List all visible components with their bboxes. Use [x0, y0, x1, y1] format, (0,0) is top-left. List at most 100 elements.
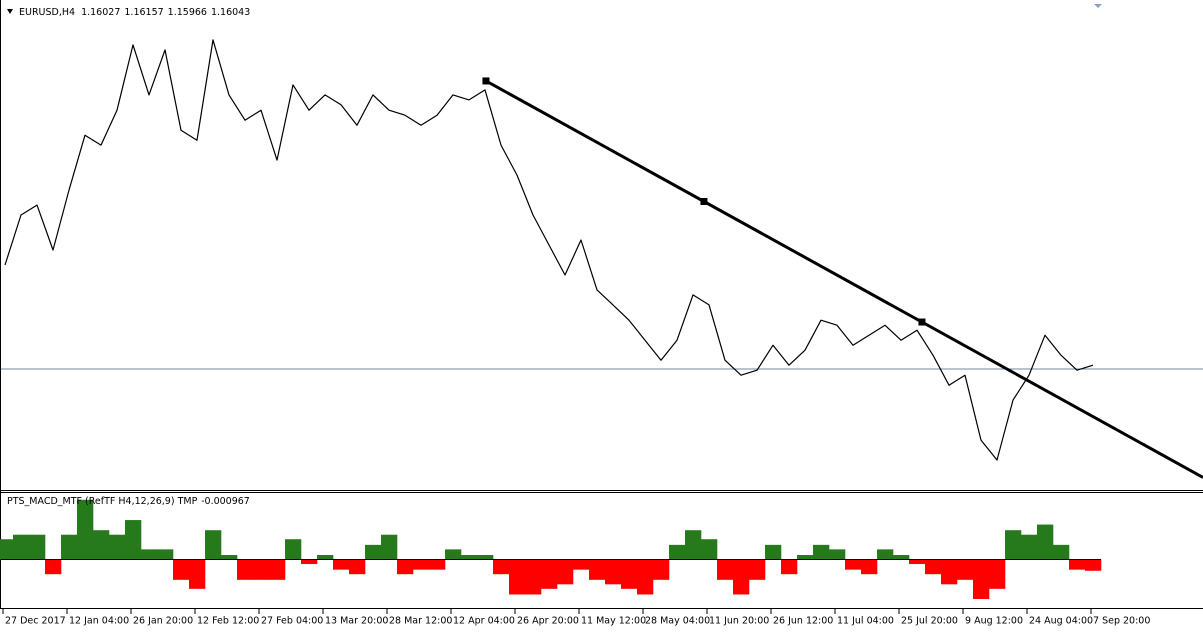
time-label: 25 Jul 20:00 [901, 616, 958, 627]
histogram-bar [77, 499, 94, 560]
histogram-bar [1037, 524, 1054, 560]
histogram-bar [141, 549, 158, 560]
histogram-bar [381, 534, 398, 560]
indicator-header: PTS_MACD_MTF (RefTF H4,12,26,9) TMP -0.00… [7, 496, 250, 507]
close: 1.16043 [211, 7, 250, 18]
histogram-bar [973, 559, 990, 599]
time-label: 27 Feb 04:00 [261, 616, 323, 627]
histogram-bar [477, 555, 494, 560]
open: 1.16027 [81, 7, 120, 18]
histogram-bar [301, 559, 318, 565]
histogram-bar [285, 539, 302, 560]
histogram-bar [413, 559, 430, 570]
histogram-bar [93, 530, 110, 560]
chart-header: EURUSD,H4 1.16027 1.16157 1.15966 1.16043 [19, 7, 250, 18]
time-label: 13 Mar 20:00 [325, 616, 388, 627]
histogram-bar [429, 559, 446, 570]
histogram-bar [1085, 559, 1102, 571]
histogram-bar [109, 534, 126, 560]
time-label: 11 May 12:00 [581, 616, 646, 627]
histogram-bar [557, 559, 574, 585]
histogram-bar [1021, 534, 1038, 560]
histogram-bar [1005, 530, 1022, 560]
histogram-bar [0, 539, 14, 560]
histogram-bar [221, 555, 238, 560]
histogram-bar [717, 559, 734, 580]
histogram-bar [189, 559, 206, 589]
histogram-bar [333, 559, 350, 570]
histogram-bar [701, 539, 718, 560]
histogram-bar [909, 559, 926, 565]
trendline-handle [482, 77, 490, 85]
menu-triangle[interactable] [7, 9, 13, 14]
histogram-bar [653, 559, 670, 580]
histogram-bar [829, 549, 846, 560]
histogram-bar [669, 544, 686, 560]
histogram-bar [173, 559, 190, 580]
histogram-bar [29, 534, 46, 560]
time-label: 26 Jun 12:00 [773, 616, 833, 627]
time-label: 27 Dec 2017 [5, 616, 66, 627]
histogram-bar [637, 559, 654, 595]
time-label: 26 Jan 20:00 [133, 616, 193, 627]
histogram-bar [253, 559, 270, 580]
histogram-bar [813, 544, 830, 560]
time-label: 9 Aug 12:00 [965, 616, 1023, 627]
histogram-bar [461, 555, 478, 560]
histogram-bar [317, 555, 334, 560]
time-label: 12 Feb 12:00 [197, 616, 259, 627]
histogram-bar [765, 544, 782, 560]
time-label: 11 Jul 04:00 [837, 616, 894, 627]
indicator-title: PTS_MACD_MTF (RefTF H4,12,26,9) TMP [7, 496, 198, 507]
histogram-bar [157, 549, 174, 560]
histogram-bar [525, 559, 542, 595]
histogram-bar [749, 559, 766, 580]
histogram-bar [605, 559, 622, 585]
histogram-bar [621, 559, 638, 589]
time-label: 11 Jun 20:00 [709, 616, 769, 627]
histogram-bar [573, 559, 590, 570]
time-label: 12 Apr 04:00 [453, 616, 515, 627]
histogram-bar [45, 559, 62, 575]
histogram-bar [541, 559, 558, 589]
time-label: 26 Apr 20:00 [517, 616, 579, 627]
trendline-handle [918, 318, 926, 326]
time-label: 24 Aug 04:00 [1029, 616, 1093, 627]
high: 1.16157 [124, 7, 163, 18]
histogram-bar [1069, 559, 1086, 570]
histogram-bar [269, 559, 286, 580]
histogram-bar [989, 559, 1006, 589]
trendline [485, 79, 1203, 479]
histogram-bar [349, 559, 366, 575]
histogram-bar [957, 559, 974, 580]
histogram-bar [733, 559, 750, 595]
histogram-bar [1053, 544, 1070, 560]
histogram-bar [61, 534, 78, 560]
indicator-value: -0.000967 [201, 496, 250, 507]
histogram-bar [893, 555, 910, 560]
histogram-bar [845, 559, 862, 570]
low: 1.15966 [168, 7, 207, 18]
time-label: 12 Jan 04:00 [69, 616, 129, 627]
histogram-bar [205, 530, 222, 560]
shift-marker [1094, 4, 1102, 8]
histogram-bar [941, 559, 958, 585]
histogram-bar [589, 559, 606, 580]
histogram-bar [861, 559, 878, 575]
histogram-bar [493, 559, 510, 575]
time-label: 28 Mar 12:00 [389, 616, 452, 627]
trendline-handle [700, 197, 708, 205]
histogram-bar [397, 559, 414, 575]
histogram-bar [125, 520, 142, 560]
histogram-bar [925, 559, 942, 575]
histogram-bar [509, 559, 526, 595]
price-line [4, 39, 1094, 461]
time-label: 7 Sep 20:00 [1093, 616, 1150, 627]
histogram-bar [365, 544, 382, 560]
time-label: 28 May 04:00 [645, 616, 710, 627]
histogram-bar [877, 549, 894, 560]
histogram-bar [445, 549, 462, 560]
histogram-bar [685, 530, 702, 560]
